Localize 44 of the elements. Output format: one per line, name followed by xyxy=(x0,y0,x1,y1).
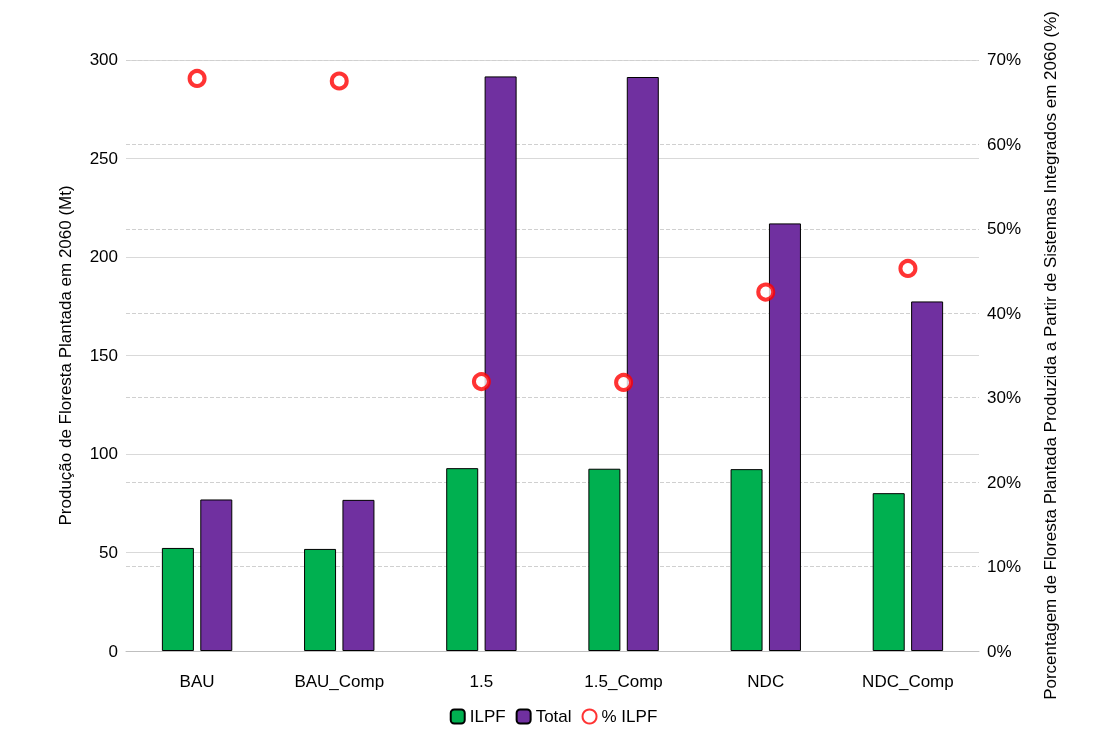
point xyxy=(898,258,918,278)
x-tick-label: NDC xyxy=(747,672,785,691)
y-tick-label: 50 xyxy=(99,542,118,562)
y2-tick-label: 50% xyxy=(987,219,1022,239)
y2-tick-label: 30% xyxy=(987,388,1022,408)
point xyxy=(329,71,349,91)
bar xyxy=(484,76,517,651)
bar xyxy=(161,547,194,651)
y2-tick-label: 70% xyxy=(987,50,1022,70)
y-axis-title: Produção de Floresta Plantada em 2060 (Mt) xyxy=(55,185,75,526)
point xyxy=(756,282,776,302)
y2-tick-label: 60% xyxy=(987,134,1022,154)
bar xyxy=(304,548,337,651)
y2-tick-label: 20% xyxy=(987,472,1022,492)
x-tick-label: BAU_Comp xyxy=(294,672,385,691)
y-tick-label: 150 xyxy=(89,345,118,365)
legend-label: % ILPF xyxy=(601,707,658,726)
y-tick-label: 100 xyxy=(89,444,118,464)
point xyxy=(471,372,491,392)
bar xyxy=(588,468,621,651)
legend-label: ILPF xyxy=(469,707,506,726)
y2-axis-title: Porcentagem de Floresta Plantada Produzida a Partir de Sistemas Integrados em 2060 (%) xyxy=(1040,11,1060,700)
bar xyxy=(872,493,905,651)
y-tick-label: 0 xyxy=(108,641,118,661)
legend-label: Total xyxy=(535,707,572,726)
y2-tick-label: 40% xyxy=(987,303,1022,323)
bar xyxy=(342,499,375,651)
x-tick-label: 1.5 xyxy=(469,672,494,691)
y2-tick-label: 0% xyxy=(987,641,1012,661)
y2-tick-label: 10% xyxy=(987,557,1022,577)
bar xyxy=(911,301,944,651)
point xyxy=(187,68,207,88)
bar xyxy=(768,223,801,651)
y-tick-label: 300 xyxy=(89,50,118,70)
x-tick-label: NDC_Comp xyxy=(862,672,954,691)
y-tick-label: 200 xyxy=(89,247,118,267)
x-tick-label: 1.5_Comp xyxy=(584,672,663,691)
point xyxy=(614,372,634,392)
y-tick-label: 250 xyxy=(89,148,118,168)
bar xyxy=(200,499,233,651)
x-tick-label: BAU xyxy=(179,672,215,691)
bar xyxy=(730,469,763,651)
bar xyxy=(446,468,479,651)
bar xyxy=(626,77,659,651)
